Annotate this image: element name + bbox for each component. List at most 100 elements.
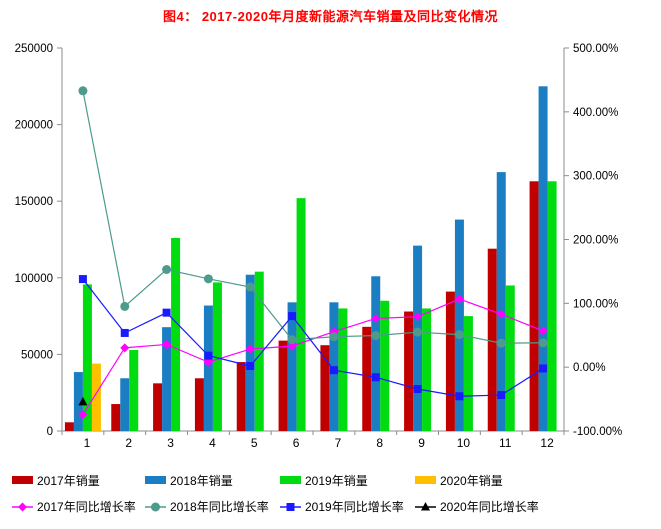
bar-2019年销量 — [296, 198, 306, 431]
x-axis-month-label: 6 — [293, 436, 300, 450]
bar-2017年销量 — [529, 181, 539, 431]
point-2017年同比增长率 — [371, 313, 381, 323]
y-axis-left-tick-label: 250000 — [15, 43, 53, 55]
y-axis-left-tick-label: 200000 — [15, 120, 53, 132]
x-axis-month-label: 12 — [540, 436, 554, 450]
bar-2018年销量 — [454, 219, 464, 431]
point-2019年同比增长率 — [120, 328, 129, 337]
y-axis-left-tick-label: 150000 — [15, 196, 53, 208]
point-2017年同比增长率 — [496, 309, 506, 319]
legend-swatch-2020年销量 — [415, 476, 436, 484]
bar-2019年销量 — [463, 316, 473, 431]
bar-2019年销量 — [82, 284, 92, 431]
y-axis-right-tick-label: 500.00% — [573, 43, 618, 55]
y-axis-left-tick-label: 0 — [47, 426, 53, 438]
point-2018年同比增长率 — [287, 335, 297, 345]
bar-2017年销量 — [320, 345, 330, 431]
legend-label-2019年销量: 2019年销量 — [305, 474, 368, 488]
bar-2017年销量 — [445, 291, 455, 431]
bar-2019年销量 — [171, 237, 181, 431]
y-axis-right-tick-label: 400.00% — [573, 107, 618, 119]
bar-2020年销量 — [91, 363, 101, 431]
legend-swatch-2018年销量 — [145, 476, 166, 484]
point-2019年同比增长率 — [455, 392, 464, 401]
line-2017年同比增长率 — [82, 298, 544, 415]
y-axis-right-tick-label: 0.00% — [573, 362, 606, 374]
x-axis-month-label: 4 — [209, 436, 216, 450]
legend-label-2018年同比增长率: 2018年同比增长率 — [170, 499, 269, 514]
bar-2019年销量 — [212, 282, 222, 431]
x-axis-month-label: 11 — [499, 436, 512, 450]
point-2019年同比增长率 — [413, 384, 422, 393]
legend-marker-2017年同比增长率 — [18, 502, 27, 512]
point-2018年同比增长率 — [245, 282, 255, 292]
bar-2018年销量 — [203, 305, 213, 431]
point-2019年同比增长率 — [204, 351, 213, 360]
y-axis-right-tick-label: 200.00% — [573, 235, 618, 247]
bar-2017年销量 — [487, 248, 497, 431]
chart-title: 图4： 2017-2020年月度新能源汽车销量及同比变化情况 — [162, 9, 498, 24]
point-2020年同比增长率 — [78, 396, 88, 406]
bar-2017年销量 — [278, 340, 288, 431]
point-2018年同比增长率 — [496, 338, 506, 348]
point-2017年同比增长率 — [162, 339, 172, 349]
x-axis-month-label: 7 — [335, 436, 342, 450]
bar-2019年销量 — [380, 300, 390, 431]
x-axis-month-label: 3 — [167, 436, 174, 450]
bar-2018年销量 — [413, 245, 423, 431]
bar-2018年销量 — [496, 172, 506, 432]
legend-label-2017年销量: 2017年销量 — [37, 474, 100, 488]
legend-marker-2019年同比增长率 — [286, 503, 295, 511]
bar-2019年销量 — [505, 285, 515, 431]
y-axis-right-tick-label: 100.00% — [573, 298, 618, 310]
legend-label-2017年同比增长率: 2017年同比增长率 — [37, 499, 136, 514]
point-2018年同比增长率 — [538, 338, 548, 348]
point-2019年同比增长率 — [539, 364, 548, 373]
point-2018年同比增长率 — [78, 86, 88, 96]
point-2017年同比增长率 — [120, 343, 130, 353]
point-2018年同比增长率 — [162, 265, 172, 275]
x-axis-month-label: 5 — [251, 436, 258, 450]
bar-2017年销量 — [194, 378, 204, 431]
point-2019年同比增长率 — [78, 275, 87, 284]
legend-label-2018年销量: 2018年销量 — [170, 474, 233, 488]
legend-swatch-2019年销量 — [280, 476, 301, 484]
bar-2019年销量 — [129, 349, 139, 431]
point-2017年同比增长率 — [413, 312, 423, 322]
bar-2018年销量 — [73, 372, 83, 431]
x-axis-month-label: 8 — [376, 436, 383, 450]
bar-2017年销量 — [362, 326, 372, 431]
line-2018年同比增长率 — [82, 90, 544, 344]
point-2019年同比增长率 — [329, 366, 338, 375]
legend-marker-2020年同比增长率 — [421, 502, 430, 511]
y-axis-right-tick-label: -100.00% — [573, 426, 622, 438]
point-2018年同比增长率 — [203, 274, 213, 284]
point-2019年同比增长率 — [246, 362, 255, 371]
bar-2017年销量 — [64, 422, 74, 431]
bar-2017年销量 — [236, 362, 246, 431]
y-axis-right-tick-label: 300.00% — [573, 171, 618, 183]
legend-swatch-2017年销量 — [12, 476, 33, 484]
point-2018年同比增长率 — [454, 330, 464, 340]
y-axis-left-tick-label: 50000 — [21, 349, 53, 361]
bar-2018年销量 — [371, 276, 381, 431]
legend-label-2019年同比增长率: 2019年同比增长率 — [305, 499, 404, 514]
bar-2018年销量 — [287, 302, 297, 431]
bar-2019年销量 — [547, 181, 557, 431]
bar-2019年销量 — [338, 308, 348, 431]
x-axis-month-label: 2 — [125, 436, 132, 450]
point-2018年同比增长率 — [329, 332, 339, 342]
point-2018年同比增长率 — [371, 331, 381, 341]
bar-2017年销量 — [153, 383, 163, 431]
legend-label-2020年销量: 2020年销量 — [440, 474, 503, 488]
x-axis-month-label: 10 — [457, 436, 471, 450]
bar-2019年销量 — [254, 271, 264, 431]
point-2019年同比增长率 — [162, 308, 171, 317]
y-axis-left-tick-label: 100000 — [15, 273, 53, 285]
bar-2018年销量 — [162, 327, 172, 431]
bar-2018年销量 — [120, 378, 130, 431]
bar-2017年销量 — [111, 404, 121, 431]
bar-2019年销量 — [422, 308, 432, 431]
point-2019年同比增长率 — [497, 391, 506, 400]
